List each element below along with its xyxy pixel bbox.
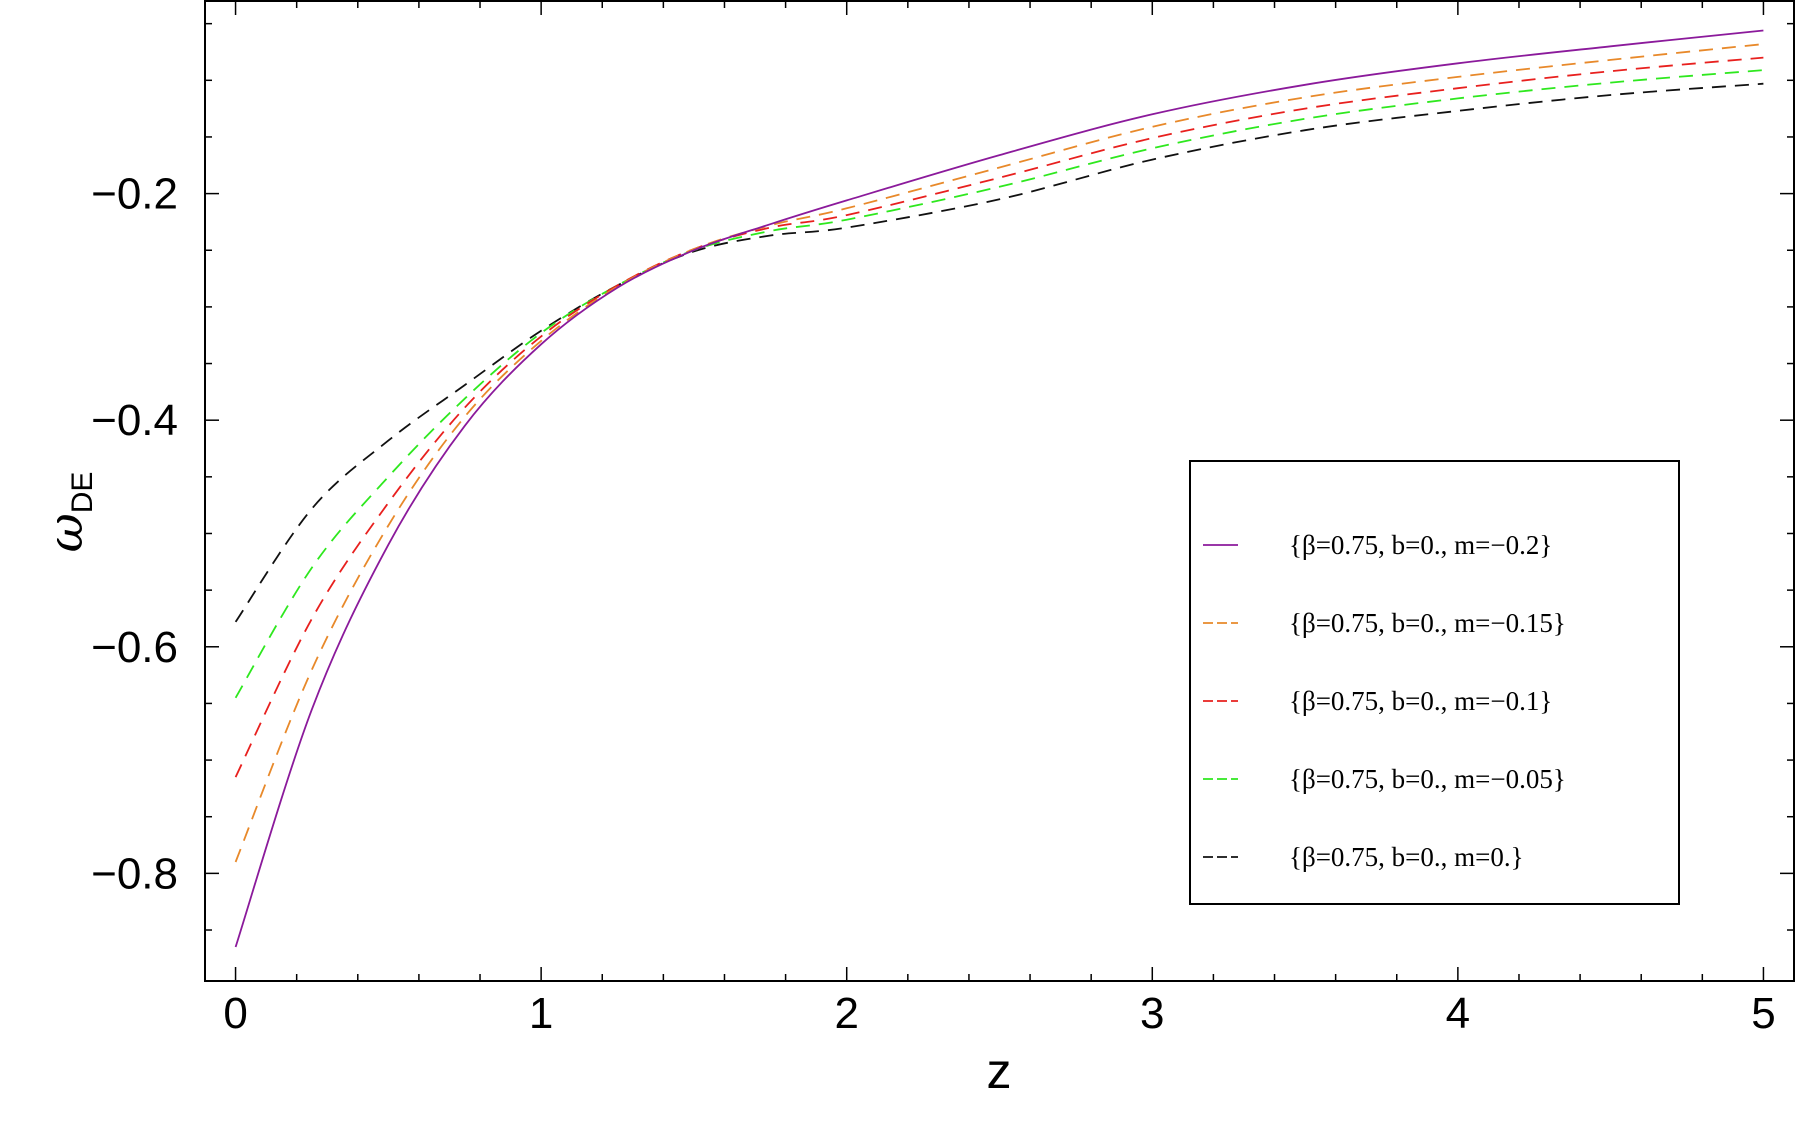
x-axis-title: z [987,1043,1012,1099]
series-line [234,43,1764,863]
legend-label: {β=0.75, b=0., m=−0.05} [1289,764,1566,794]
legend-label: {β=0.75, b=0., m=0.} [1289,842,1524,872]
y-tick-labels: −0.8 −0.6 −0.4 −0.2 [91,170,178,899]
series-lines [234,29,1764,948]
x-tick-label: 4 [1446,989,1470,1038]
y-axis-title: ωDE [38,472,99,553]
x-tick-labels: 0 1 2 3 4 5 [223,989,1775,1038]
y-tick-label: −0.4 [91,396,178,445]
legend-label: {β=0.75, b=0., m=−0.15} [1289,608,1566,638]
y-tick-label: −0.8 [91,849,178,898]
x-tick-label: 1 [529,989,553,1038]
y-tick-label: −0.6 [91,623,178,672]
y-axis-title-main: ω [38,513,94,552]
x-tick-label: 2 [834,989,858,1038]
legend-items: {β=0.75, b=0., m=−0.2} {β=0.75, b=0., m=−… [1203,530,1566,872]
x-tick-label: 0 [223,989,247,1038]
x-tick-label: 5 [1751,989,1775,1038]
y-tick-label: −0.2 [91,170,178,219]
x-tick-label: 3 [1140,989,1164,1038]
legend-label: {β=0.75, b=0., m=−0.2} [1289,530,1552,560]
series-line [234,69,1764,699]
plot-frame [204,0,1795,982]
series-line [234,29,1764,948]
axis-ticks [205,1,1794,981]
series-line [234,56,1764,778]
legend: {β=0.75, b=0., m=−0.2} {β=0.75, b=0., m=−… [1189,460,1680,905]
legend-label: {β=0.75, b=0., m=−0.1} [1289,686,1552,716]
y-axis-title-sub: DE [66,472,99,514]
legend-box [1189,460,1680,905]
